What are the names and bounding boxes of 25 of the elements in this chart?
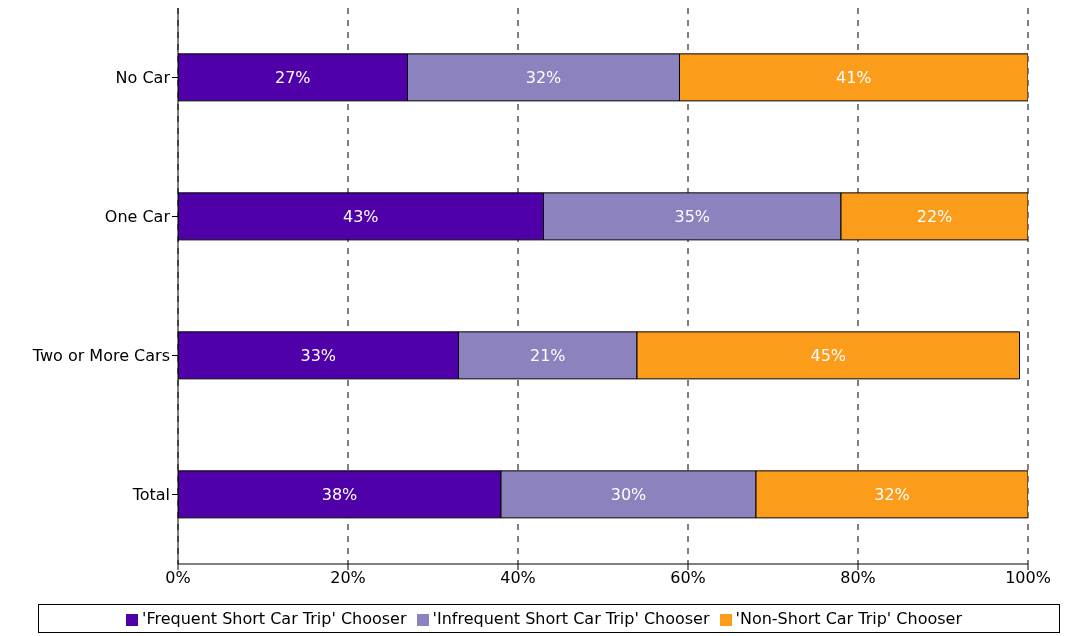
y-tick-label: No Car <box>115 68 171 88</box>
data-label: 32% <box>525 68 562 88</box>
data-label: 38% <box>321 485 358 505</box>
x-tick-label: 20% <box>330 568 366 588</box>
data-label: 43% <box>342 207 379 227</box>
legend-label: 'Frequent Short Car Trip' Chooser <box>141 609 407 628</box>
data-label: 45% <box>810 346 847 366</box>
x-tick-label: 0% <box>165 568 191 588</box>
data-label: 27% <box>274 68 311 88</box>
data-label: 30% <box>610 485 647 505</box>
y-tick-label: Total <box>131 485 170 505</box>
data-label: 33% <box>300 346 337 366</box>
data-label: 22% <box>916 207 953 227</box>
legend-label: 'Infrequent Short Car Trip' Chooser <box>432 609 710 628</box>
data-label: 32% <box>874 485 910 505</box>
data-label: 21% <box>529 346 566 366</box>
x-tick-label: 60% <box>670 568 706 588</box>
data-label: 35% <box>674 207 711 227</box>
legend-label: 'Non-Short Car Trip' Chooser <box>735 609 962 628</box>
x-tick-label: 40% <box>500 568 536 588</box>
data-label: 41% <box>835 68 872 88</box>
y-tick-label: One Car <box>104 207 171 227</box>
x-tick-label: 80% <box>840 568 876 588</box>
x-tick-label: 100% <box>1005 568 1051 588</box>
y-tick-label: Two or More Cars <box>31 346 170 366</box>
